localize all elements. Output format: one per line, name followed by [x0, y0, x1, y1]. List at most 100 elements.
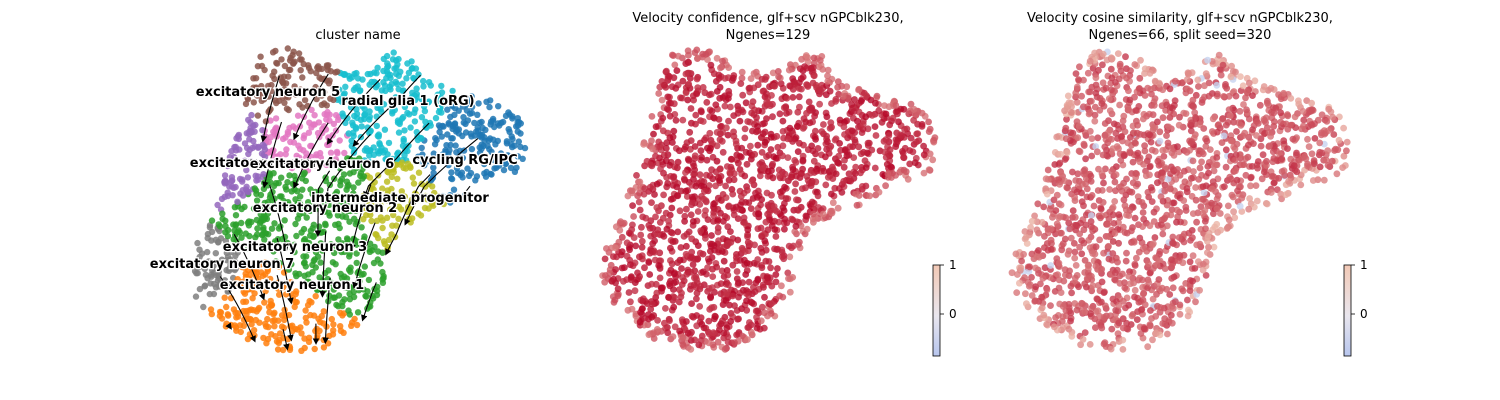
cluster-point — [297, 56, 304, 63]
cluster-point — [388, 80, 395, 88]
cluster-point — [277, 74, 284, 81]
cluster-point — [301, 259, 308, 266]
value-point — [661, 319, 668, 327]
value-point — [1140, 215, 1148, 223]
value-point — [753, 193, 761, 201]
cluster-point — [246, 244, 253, 251]
value-point — [1105, 232, 1113, 240]
value-point — [1084, 69, 1092, 77]
value-point — [1125, 87, 1132, 95]
cluster-point — [323, 161, 330, 169]
cluster-point — [393, 80, 401, 88]
value-point — [753, 114, 760, 121]
velocity-streamline — [322, 277, 331, 345]
cluster-point — [254, 231, 261, 238]
cluster-point — [384, 60, 391, 67]
cluster-point — [444, 131, 451, 138]
value-point — [1134, 308, 1141, 315]
value-point — [1012, 250, 1020, 258]
value-point — [1044, 166, 1052, 174]
value-point — [1139, 223, 1146, 231]
value-point — [1100, 179, 1107, 187]
value-point — [1043, 321, 1050, 328]
value-point — [809, 64, 817, 72]
value-point — [1329, 113, 1336, 121]
value-point — [1041, 232, 1048, 240]
value-point — [684, 47, 692, 55]
value-point — [1088, 135, 1096, 143]
value-point — [665, 293, 672, 301]
value-point — [741, 125, 749, 133]
cluster-point — [454, 169, 461, 177]
value-point — [664, 180, 672, 187]
value-point — [1167, 311, 1175, 319]
cluster-point — [236, 229, 244, 236]
value-point — [715, 116, 723, 123]
value-point — [724, 338, 732, 346]
value-point — [1249, 92, 1256, 99]
cluster-point — [245, 116, 252, 124]
value-point — [1101, 143, 1109, 151]
value-point — [834, 204, 842, 212]
value-point — [1020, 250, 1027, 258]
value-point — [1072, 177, 1080, 184]
value-point — [1122, 53, 1129, 61]
value-point — [1159, 86, 1167, 94]
value-point — [713, 129, 721, 136]
value-point — [1156, 248, 1164, 255]
cluster-point — [270, 128, 277, 135]
cluster-point — [235, 313, 242, 320]
value-point — [1254, 158, 1262, 165]
value-point — [1213, 154, 1221, 161]
value-point — [690, 96, 697, 104]
cluster-point — [450, 186, 458, 193]
value-point — [1139, 209, 1147, 216]
cluster-point — [330, 321, 337, 328]
cluster-label: excitatory neuron 5 — [196, 85, 340, 100]
value-point — [602, 272, 609, 279]
cluster-point — [285, 266, 292, 273]
cluster-point — [449, 125, 456, 133]
value-point — [1173, 206, 1181, 214]
velocity-streamline — [385, 174, 431, 256]
value-point — [1069, 168, 1076, 176]
value-point — [823, 132, 830, 140]
value-point — [786, 124, 794, 132]
value-point — [852, 169, 859, 177]
value-point — [1202, 143, 1210, 150]
value-point — [1300, 122, 1307, 130]
value-point — [1109, 250, 1117, 257]
value-point — [672, 84, 680, 92]
cluster-point — [200, 303, 207, 311]
cluster-point — [224, 189, 231, 196]
cluster-point — [267, 297, 274, 305]
value-point — [1054, 271, 1061, 278]
cluster-point — [221, 180, 228, 187]
value-point — [1202, 182, 1210, 190]
cluster-point — [389, 222, 396, 229]
value-point — [1141, 92, 1149, 99]
value-point — [1100, 249, 1107, 257]
value-point — [1277, 190, 1285, 198]
value-point — [1215, 121, 1222, 129]
cluster-point — [262, 259, 269, 266]
value-point — [739, 91, 747, 99]
value-point — [1260, 83, 1268, 90]
value-point — [661, 81, 668, 89]
value-point — [791, 188, 799, 195]
cluster-point — [308, 124, 315, 131]
value-point — [681, 212, 689, 220]
value-point — [850, 108, 858, 115]
value-point — [1146, 163, 1154, 171]
value-point — [603, 245, 610, 252]
cluster-point — [283, 146, 290, 153]
value-point — [1125, 301, 1133, 309]
value-point — [913, 130, 921, 138]
value-point — [721, 345, 729, 353]
cluster-point — [417, 212, 425, 219]
cluster-point — [311, 256, 318, 263]
cluster-point — [333, 188, 341, 196]
value-point — [765, 100, 773, 108]
value-point — [794, 148, 802, 156]
value-point — [698, 153, 705, 161]
